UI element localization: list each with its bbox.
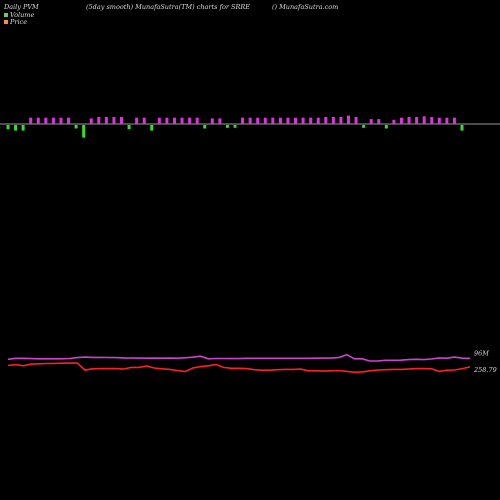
volume-bar-down — [225, 125, 229, 128]
volume-bar-up — [256, 117, 260, 124]
volume-bar-down — [150, 125, 154, 131]
volume-bar-up — [286, 117, 290, 124]
volume-bar-up — [294, 117, 298, 124]
volume-line — [7, 353, 471, 362]
volume-bar-up — [445, 117, 449, 124]
volume-bar-up — [97, 117, 101, 124]
volume-bar-up — [172, 117, 176, 124]
volume-bar-down — [233, 125, 237, 128]
volume-bar-up — [331, 117, 335, 124]
volume-end-label: 96M — [474, 349, 489, 357]
legend-volume-swatch — [4, 13, 8, 17]
legend-price: Price — [4, 18, 27, 26]
volume-bar-up — [89, 118, 93, 124]
chart-title-left: Daily PVM — [4, 3, 39, 11]
volume-bar-down — [203, 125, 207, 129]
volume-bar-up — [430, 117, 434, 124]
volume-bar-down — [14, 125, 18, 131]
volume-bar-up — [377, 119, 381, 124]
volume-bar-up — [36, 117, 40, 124]
price-line — [7, 362, 471, 374]
volume-bar-up — [180, 117, 184, 124]
volume-bar-up — [104, 117, 108, 124]
volume-bar-up — [278, 117, 282, 124]
volume-bar-up — [195, 117, 199, 124]
legend-volume-label: Volume — [10, 11, 35, 19]
volume-bar-up — [415, 117, 419, 124]
volume-bar-up — [347, 115, 350, 124]
volume-bar-up — [165, 117, 169, 124]
volume-bar-up — [452, 117, 456, 124]
volume-bar-up — [188, 117, 192, 124]
volume-bar-up — [241, 117, 245, 124]
volume-bar-up — [407, 117, 411, 124]
volume-bar-up — [248, 117, 252, 124]
volume-bar-down — [384, 125, 388, 129]
volume-bar-down — [460, 125, 464, 131]
price-end-label: 258.79 — [473, 366, 497, 374]
volume-bar-up — [301, 117, 305, 124]
volume-bar-up — [210, 118, 214, 124]
volume-bar-up — [29, 117, 33, 124]
volume-bar-down — [82, 125, 86, 138]
volume-bar-down — [127, 125, 131, 130]
volume-bar-down — [21, 125, 25, 131]
volume-bar-up — [44, 117, 48, 124]
volume-bar-up — [67, 117, 71, 124]
volume-bar-up — [142, 117, 146, 124]
volume-bar-up — [422, 116, 426, 124]
volume-bar-up — [339, 117, 343, 124]
volume-bar-up — [316, 117, 320, 124]
chart-title-center: (5day smooth) MunafaSutra(TM) charts for… — [86, 3, 251, 11]
volume-bar-up — [324, 117, 328, 124]
volume-bar-up — [271, 117, 275, 124]
volume-bar-down — [6, 125, 10, 130]
volume-bar-up — [59, 117, 63, 124]
volume-bar-up — [369, 119, 373, 124]
volume-bar-up — [120, 117, 123, 124]
volume-bar-down — [362, 125, 366, 128]
volume-bar-up — [157, 117, 161, 124]
volume-bar-up — [263, 117, 267, 124]
volume-bar-up — [112, 117, 116, 124]
volume-bar-down — [74, 125, 78, 129]
site-credit: () MunafaSutra.com — [272, 3, 339, 11]
volume-bar-up — [218, 118, 222, 124]
volume-bar-up — [354, 117, 358, 124]
volume-bar-up — [51, 117, 55, 124]
volume-bar-up — [399, 117, 403, 124]
legend-price-label: Price — [10, 18, 28, 26]
volume-bar-up — [309, 117, 313, 124]
legend-volume: Volume — [4, 11, 34, 19]
volume-bar-up — [437, 117, 441, 124]
volume-bar-up — [135, 117, 139, 124]
volume-bar-up — [392, 119, 396, 124]
legend-price-swatch — [4, 20, 8, 24]
